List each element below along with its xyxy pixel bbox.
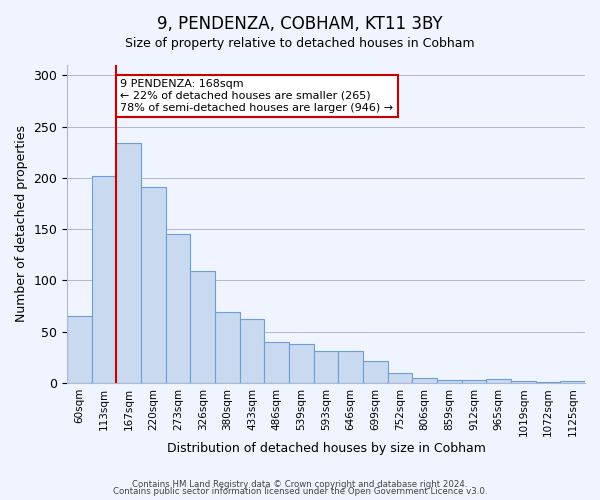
Text: Contains HM Land Registry data © Crown copyright and database right 2024.: Contains HM Land Registry data © Crown c… bbox=[132, 480, 468, 489]
Bar bbox=[412, 378, 437, 383]
Bar bbox=[462, 380, 487, 383]
Bar bbox=[92, 176, 116, 383]
Bar bbox=[166, 234, 190, 383]
Bar bbox=[67, 316, 92, 383]
Bar bbox=[190, 271, 215, 383]
Bar bbox=[240, 320, 265, 383]
Bar bbox=[511, 381, 536, 383]
Bar bbox=[215, 312, 240, 383]
Bar bbox=[141, 187, 166, 383]
Bar bbox=[560, 381, 585, 383]
Bar bbox=[388, 372, 412, 383]
Text: 9 PENDENZA: 168sqm
← 22% of detached houses are smaller (265)
78% of semi-detach: 9 PENDENZA: 168sqm ← 22% of detached hou… bbox=[120, 80, 393, 112]
Bar bbox=[536, 382, 560, 383]
Bar bbox=[116, 143, 141, 383]
Text: 9, PENDENZA, COBHAM, KT11 3BY: 9, PENDENZA, COBHAM, KT11 3BY bbox=[157, 15, 443, 33]
Bar bbox=[265, 342, 289, 383]
Bar bbox=[338, 351, 363, 383]
X-axis label: Distribution of detached houses by size in Cobham: Distribution of detached houses by size … bbox=[167, 442, 485, 455]
Bar bbox=[437, 380, 462, 383]
Text: Contains public sector information licensed under the Open Government Licence v3: Contains public sector information licen… bbox=[113, 487, 487, 496]
Bar bbox=[289, 344, 314, 383]
Bar bbox=[487, 378, 511, 383]
Y-axis label: Number of detached properties: Number of detached properties bbox=[15, 126, 28, 322]
Bar bbox=[363, 362, 388, 383]
Text: Size of property relative to detached houses in Cobham: Size of property relative to detached ho… bbox=[125, 38, 475, 51]
Bar bbox=[314, 351, 338, 383]
